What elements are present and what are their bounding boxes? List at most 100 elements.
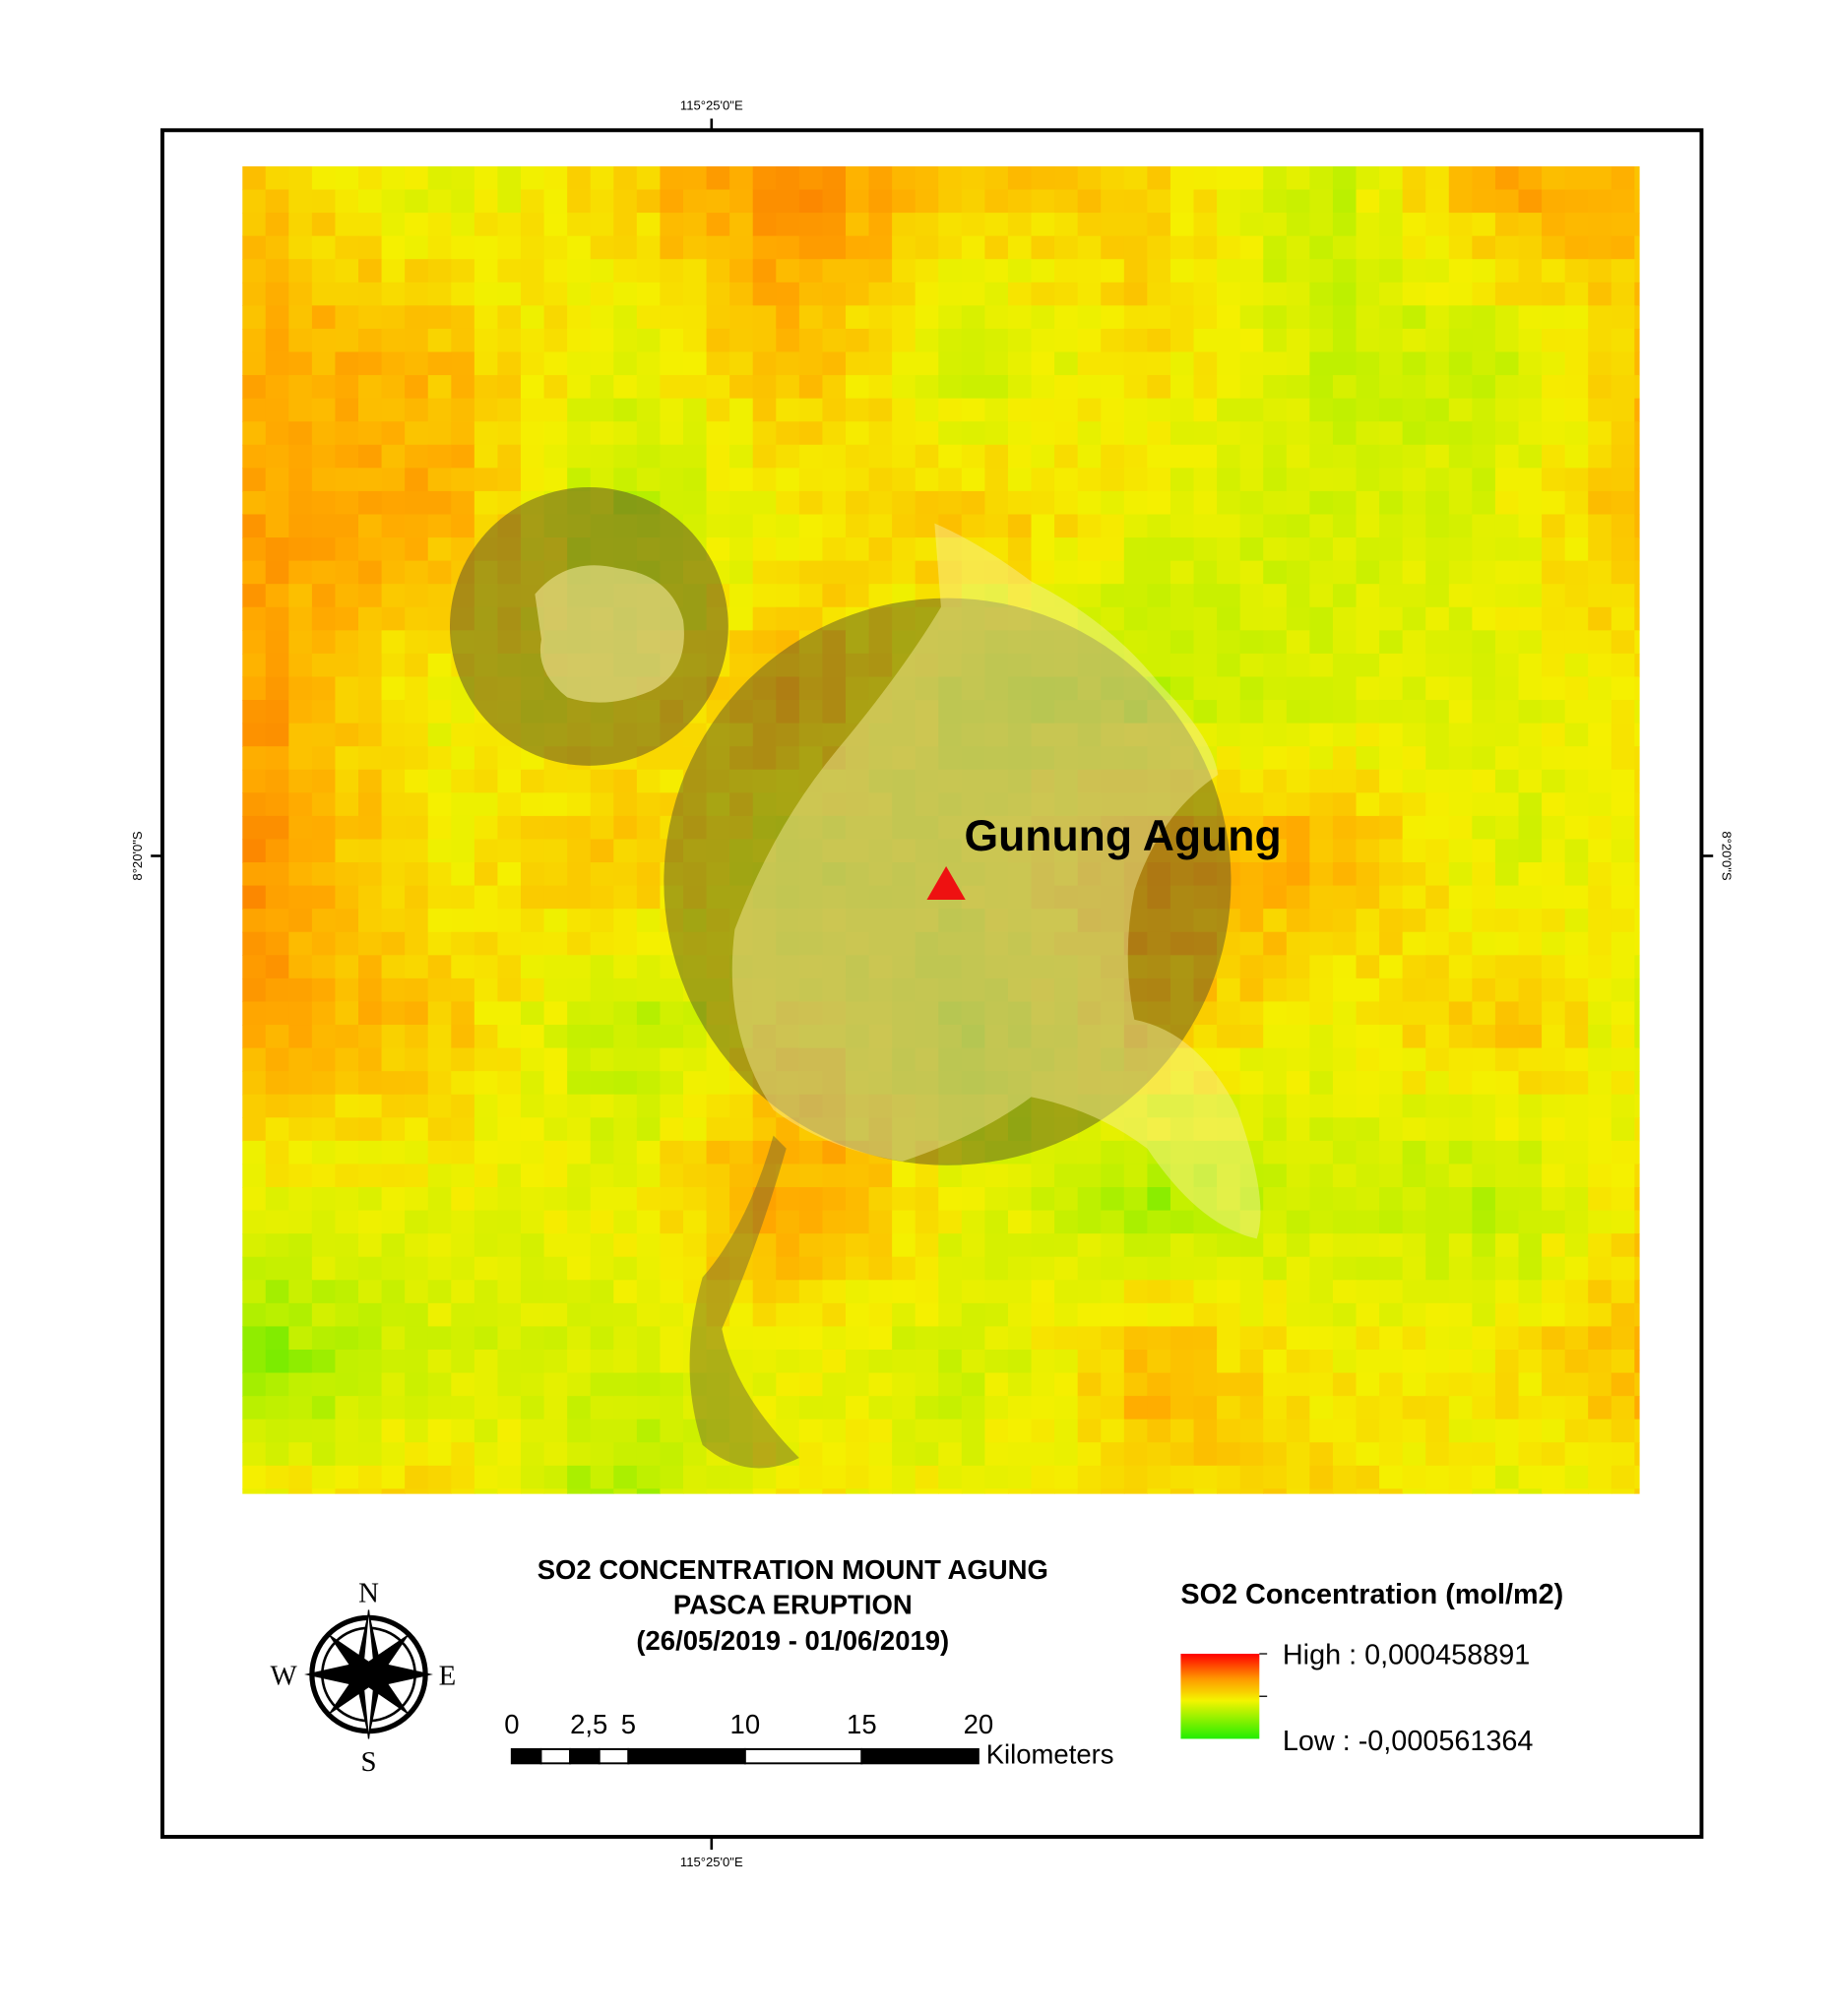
raster-cell — [1286, 909, 1311, 933]
raster-cell — [729, 444, 754, 470]
raster-cell — [288, 1001, 313, 1026]
raster-cell — [335, 537, 359, 562]
raster-cell — [242, 584, 267, 608]
raster-cell — [451, 259, 475, 284]
raster-cell — [682, 1140, 708, 1166]
raster-cell — [311, 839, 337, 863]
raster-cell — [706, 839, 730, 863]
raster-cell — [1031, 1140, 1055, 1166]
raster-cell — [1077, 1326, 1102, 1351]
raster-cell — [381, 421, 406, 446]
raster-cell — [1379, 1025, 1404, 1049]
raster-cell — [1402, 1117, 1426, 1142]
raster-cell — [311, 1210, 337, 1234]
raster-cell — [288, 560, 313, 585]
raster-cell — [798, 792, 824, 817]
raster-cell — [752, 584, 777, 608]
raster-cell — [1007, 189, 1033, 214]
raster-cell — [1054, 1372, 1079, 1397]
raster-cell — [660, 1372, 684, 1397]
raster-cell — [1564, 1488, 1589, 1494]
raster-cell — [938, 1256, 963, 1281]
raster-cell — [1101, 1302, 1125, 1328]
raster-cell — [822, 1025, 847, 1049]
raster-cell — [1101, 909, 1125, 933]
raster-cell — [1402, 1442, 1426, 1467]
raster-cell — [1332, 1280, 1358, 1304]
raster-cell — [682, 1256, 708, 1281]
raster-cell — [451, 977, 475, 1003]
raster-cell — [335, 723, 359, 747]
raster-cell — [567, 1302, 592, 1328]
raster-cell — [1332, 282, 1358, 307]
raster-cell — [1448, 490, 1474, 516]
raster-cell — [1611, 839, 1636, 863]
raster-cell — [335, 676, 359, 701]
raster-cell — [358, 862, 383, 887]
raster-cell — [288, 213, 313, 237]
raster-cell — [427, 584, 452, 608]
raster-cell — [1425, 653, 1450, 678]
raster-cell — [798, 189, 824, 214]
raster-cell — [1217, 560, 1241, 585]
raster-cell — [706, 235, 730, 260]
raster-cell — [984, 931, 1009, 956]
raster-cell — [474, 1488, 499, 1494]
raster-cell — [1332, 165, 1358, 191]
raster-cell — [567, 862, 592, 887]
raster-cell — [543, 421, 568, 446]
raster-cell — [1564, 1094, 1589, 1118]
raster-cell — [474, 1210, 499, 1234]
raster-cell — [752, 305, 777, 330]
raster-cell — [1077, 259, 1102, 284]
raster-cell — [1193, 1047, 1218, 1072]
raster-cell — [1101, 1025, 1125, 1049]
raster-cell — [265, 1488, 289, 1494]
raster-cell — [938, 1465, 963, 1490]
raster-cell — [427, 1256, 452, 1281]
raster-cell — [567, 931, 592, 956]
raster-cell — [1123, 1187, 1149, 1212]
raster-cell — [1101, 584, 1125, 608]
raster-cell — [1239, 1164, 1264, 1188]
raster-cell — [1101, 746, 1125, 771]
raster-cell — [1588, 537, 1612, 562]
raster-cell — [1379, 1140, 1404, 1166]
raster-cell — [1007, 815, 1033, 841]
raster-cell — [938, 165, 963, 191]
raster-cell — [1425, 213, 1450, 237]
raster-cell — [358, 351, 383, 376]
raster-cell — [1564, 1210, 1589, 1234]
raster-cell — [1402, 1140, 1426, 1166]
raster-cell — [311, 931, 337, 956]
raster-cell — [1379, 259, 1404, 284]
raster-cell — [1147, 514, 1171, 538]
raster-cell — [1356, 1396, 1380, 1420]
raster-cell — [265, 444, 289, 470]
raster-cell — [1472, 630, 1496, 655]
raster-cell — [729, 305, 754, 330]
raster-cell — [474, 1326, 499, 1351]
raster-cell — [798, 1418, 824, 1443]
raster-cell — [1007, 1233, 1033, 1258]
raster-cell — [1217, 1280, 1241, 1304]
raster-cell — [1518, 282, 1543, 307]
raster-cell — [1472, 815, 1496, 841]
raster-cell — [1031, 213, 1055, 237]
raster-cell — [288, 468, 313, 492]
raster-cell — [335, 630, 359, 655]
raster-cell — [474, 1396, 499, 1420]
raster-cell — [521, 1326, 545, 1351]
raster-cell — [1448, 909, 1474, 933]
raster-cell — [1123, 606, 1149, 631]
raster-cell — [1448, 259, 1474, 284]
raster-cell — [636, 1326, 662, 1351]
raster-cell — [706, 282, 730, 307]
raster-cell — [1542, 909, 1566, 933]
raster-cell — [915, 213, 939, 237]
raster-cell — [1472, 1442, 1496, 1467]
raster-cell — [1054, 421, 1079, 446]
raster-cell — [1518, 862, 1543, 887]
raster-cell — [915, 769, 939, 793]
raster-cell — [892, 468, 916, 492]
